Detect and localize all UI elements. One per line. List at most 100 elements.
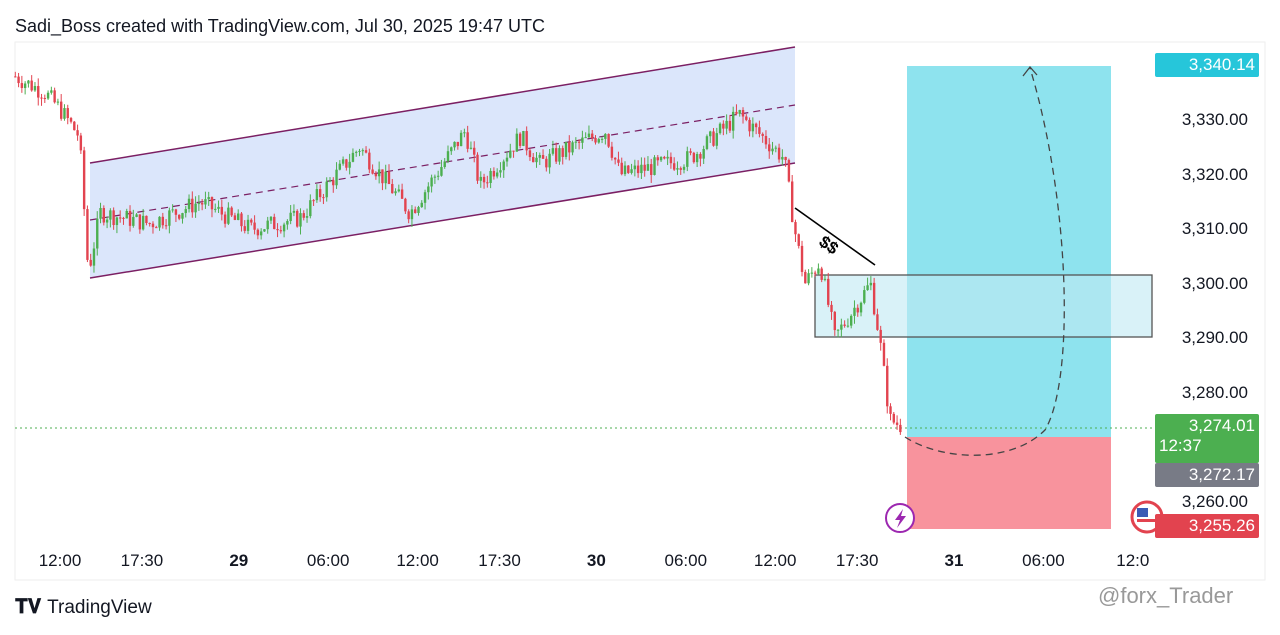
candle-body	[604, 133, 607, 139]
candle-body	[869, 282, 873, 286]
candle-body	[564, 141, 568, 157]
candle-body	[889, 406, 892, 414]
candle-body	[33, 86, 37, 91]
candle-body	[96, 218, 99, 249]
candle-body	[204, 199, 207, 205]
candle-body	[387, 171, 391, 184]
candle-body	[279, 230, 283, 232]
y-tick: 3,260.00	[1181, 491, 1248, 511]
candle-body	[27, 80, 30, 84]
candle-body	[856, 307, 859, 313]
candle-body	[210, 197, 214, 210]
candle-body	[725, 120, 728, 129]
candle-body	[705, 136, 709, 149]
candle-body	[102, 207, 106, 223]
target-zone[interactable]	[907, 66, 1111, 437]
candle-body	[145, 215, 148, 224]
stop-zone[interactable]	[907, 437, 1111, 529]
candle-body	[148, 223, 151, 225]
candle-body	[184, 209, 187, 214]
candle-body	[200, 203, 204, 205]
candle-body	[318, 189, 322, 198]
candle-body	[764, 135, 768, 145]
candle-body	[164, 225, 168, 227]
candle-body	[171, 209, 174, 211]
candle-body	[341, 159, 345, 164]
candle-body	[633, 165, 637, 170]
candle-body	[459, 132, 463, 147]
candle-body	[43, 98, 47, 100]
last-price-label: 3,274.01 12:37	[1155, 414, 1259, 463]
candle-body	[499, 170, 502, 173]
candle-body	[296, 210, 299, 227]
candle-body	[46, 92, 50, 99]
candle-body	[653, 157, 656, 175]
y-tick: 3,300.00	[1181, 273, 1248, 293]
candle-body	[849, 315, 853, 326]
candle-body	[758, 127, 761, 134]
target-price-label: 3,340.14	[1155, 53, 1259, 77]
candle-body	[345, 159, 348, 168]
candle-body	[168, 210, 171, 226]
x-tick: 06:00	[1022, 551, 1065, 570]
range-box[interactable]	[814, 274, 1153, 338]
candle-body	[269, 216, 273, 221]
ascending-channel[interactable]	[90, 47, 795, 278]
candle-body	[676, 168, 679, 170]
candle-body	[161, 216, 165, 226]
candle-body	[315, 189, 319, 201]
candle-body	[479, 176, 482, 181]
candle-body	[702, 148, 705, 159]
candle-body	[495, 172, 499, 177]
candle-body	[745, 116, 748, 120]
x-tick: 06:00	[306, 551, 350, 570]
candle-body	[810, 272, 814, 274]
candle-body	[299, 213, 302, 227]
tv-logo-icon: 𝐓𝐕	[15, 596, 42, 618]
candle-body	[450, 147, 453, 152]
candle-body	[240, 213, 243, 227]
candle-body	[709, 131, 712, 137]
candle-body	[243, 226, 246, 231]
candle-body	[486, 182, 489, 184]
candle-body	[256, 229, 260, 236]
candle-body	[646, 164, 650, 171]
candle-body	[335, 169, 338, 186]
candle-body	[404, 198, 407, 212]
candle-body	[581, 137, 584, 143]
candle-body	[112, 210, 115, 226]
candle-body	[191, 198, 194, 213]
candles	[14, 71, 902, 435]
candle-body	[715, 133, 718, 146]
candle-body	[73, 121, 76, 131]
candle-body	[371, 169, 374, 174]
candle-body	[794, 222, 797, 235]
candle-body	[587, 133, 591, 138]
x-tick: 30	[586, 551, 606, 570]
stop-price-label: 3,255.26	[1155, 514, 1259, 538]
candle-body	[325, 181, 328, 198]
candle-body	[689, 151, 692, 153]
candle-body	[774, 147, 777, 149]
candle-body	[364, 150, 368, 153]
candle-body	[623, 165, 627, 175]
channel-lower	[89, 162, 796, 279]
x-tick: 12:00	[753, 551, 797, 570]
candle-body	[754, 123, 758, 128]
candle-body	[525, 131, 528, 151]
candle-body	[217, 206, 220, 209]
tradingview-logo[interactable]: 𝐓𝐕 TradingView	[15, 596, 152, 619]
chart-title: Sadi_Boss created with TradingView.com, …	[15, 16, 545, 36]
candle-body	[528, 150, 532, 158]
candle-body	[446, 151, 450, 162]
candle-body	[181, 213, 184, 219]
candle-body	[728, 120, 732, 131]
x-tick: 17:30	[120, 551, 164, 570]
candle-body	[99, 207, 102, 219]
candle-body	[833, 311, 836, 331]
candle-body	[197, 203, 201, 205]
candle-body	[571, 142, 574, 153]
candle-body	[473, 147, 476, 155]
